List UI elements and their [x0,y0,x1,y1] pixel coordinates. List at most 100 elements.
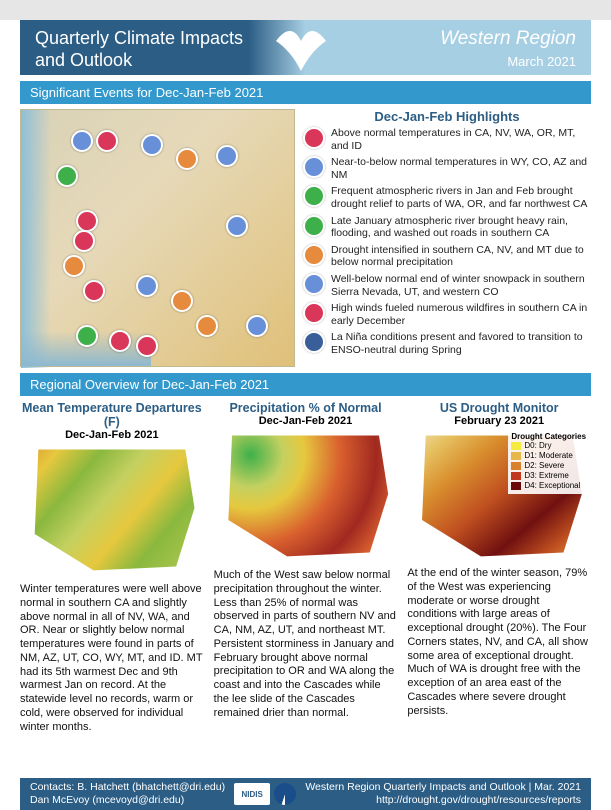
map-event-icon [226,215,248,237]
regional-section-bar: Regional Overview for Dec-Jan-Feb 2021 [20,373,591,396]
map-event-icon [246,315,268,337]
map-event-icon [171,290,193,312]
highlight-row: Above normal temperatures in CA, NV, WA,… [303,127,591,152]
highlights-title: Dec-Jan-Feb Highlights [303,109,591,124]
contact-2: Dan McEvoy (mcevoyd@dri.edu) [30,794,225,807]
regional-map [214,429,398,559]
regional-map-wrap: Drought CategoriesD0: DryD1: ModerateD2:… [407,427,591,557]
header-band: Quarterly Climate Impacts and Outlook We… [20,20,591,75]
legend-row: D1: Moderate [511,451,586,460]
regional-body: At the end of the winter season, 79% of … [407,567,591,718]
footer: Contacts: B. Hatchett (bhatchett@dri.edu… [20,778,591,810]
header-title: Quarterly Climate Impacts and Outlook [35,28,243,71]
regional-subtitle: Dec-Jan-Feb 2021 [214,415,398,427]
nidis-logo: NIDIS [234,783,270,805]
regional-row: Mean Temperature Departures (F)Dec-Jan-F… [20,401,591,734]
map-event-icon [56,165,78,187]
highlight-row: Frequent atmospheric rivers in Jan and F… [303,185,591,210]
highlights-panel: Dec-Jan-Feb Highlights Above normal temp… [295,109,591,367]
legend-title: Drought Categories [511,432,586,441]
map-event-icon [196,315,218,337]
highlight-icon [303,331,325,353]
regional-subtitle: Dec-Jan-Feb 2021 [20,429,204,441]
highlight-row: La Niña conditions present and favored t… [303,331,591,356]
bird-logo [271,16,331,76]
west-us-map [20,109,295,367]
highlight-row: Near-to-below normal temperatures in WY,… [303,156,591,181]
map-event-icon [176,148,198,170]
legend-label: D0: Dry [524,441,551,450]
events-block: Dec-Jan-Feb Highlights Above normal temp… [20,109,591,367]
legend-swatch [511,462,521,470]
legend-swatch [511,442,521,450]
legend-swatch [511,452,521,460]
header-right: Western Region March 2021 [440,28,576,69]
footer-line-1: Western Region Quarterly Impacts and Out… [305,781,581,794]
highlight-row: Late January atmospheric river brought h… [303,215,591,240]
highlight-icon [303,302,325,324]
highlight-text: Drought intensified in southern CA, NV, … [331,244,591,269]
footer-line-2: http://drought.gov/drought/resources/rep… [305,794,581,807]
events-section-bar: Significant Events for Dec-Jan-Feb 2021 [20,81,591,104]
highlight-icon [303,215,325,237]
title-line-2: and Outlook [35,50,243,72]
noaa-logo [274,783,296,805]
highlight-text: Near-to-below normal temperatures in WY,… [331,156,591,181]
regional-title: Precipitation % of Normal [214,401,398,415]
highlight-icon [303,156,325,178]
footer-contacts: Contacts: B. Hatchett (bhatchett@dri.edu… [30,781,225,806]
legend-row: D0: Dry [511,441,586,450]
regional-map [20,443,204,573]
map-event-icon [76,210,98,232]
header-date: March 2021 [440,54,576,69]
highlight-row: High winds fueled numerous wildfires in … [303,302,591,327]
region-name: Western Region [440,28,576,50]
highlight-text: Well-below normal end of winter snowpack… [331,273,591,298]
highlight-text: Frequent atmospheric rivers in Jan and F… [331,185,591,210]
regional-column: Precipitation % of NormalDec-Jan-Feb 202… [214,401,398,734]
map-event-icon [96,130,118,152]
highlight-icon [303,185,325,207]
map-event-icon [136,335,158,357]
regional-column: Mean Temperature Departures (F)Dec-Jan-F… [20,401,204,734]
page: Quarterly Climate Impacts and Outlook We… [0,20,611,810]
highlights-list: Above normal temperatures in CA, NV, WA,… [303,127,591,357]
regional-title: US Drought Monitor [407,401,591,415]
regional-body: Winter temperatures were well above norm… [20,583,204,734]
map-event-icon [73,230,95,252]
highlight-text: Late January atmospheric river brought h… [331,215,591,240]
map-event-icon [76,325,98,347]
highlight-icon [303,127,325,149]
legend-swatch [511,472,521,480]
highlight-icon [303,273,325,295]
regional-subtitle: February 23 2021 [407,415,591,427]
contact-1: Contacts: B. Hatchett (bhatchett@dri.edu… [30,781,225,794]
legend-label: D1: Moderate [524,451,572,460]
footer-logos: NIDIS [234,783,296,805]
footer-right: Western Region Quarterly Impacts and Out… [305,781,581,806]
legend-swatch [511,482,521,490]
regional-title: Mean Temperature Departures (F) [20,401,204,429]
map-event-icon [71,130,93,152]
highlight-text: High winds fueled numerous wildfires in … [331,302,591,327]
regional-column: US Drought MonitorFebruary 23 2021 Drough… [407,401,591,734]
map-event-icon [216,145,238,167]
drought-legend: Drought CategoriesD0: DryD1: ModerateD2:… [508,429,589,494]
map-event-icon [136,275,158,297]
map-event-icon [63,255,85,277]
legend-row: D4: Exceptional [511,481,586,490]
highlight-icon [303,244,325,266]
highlight-row: Drought intensified in southern CA, NV, … [303,244,591,269]
highlight-row: Well-below normal end of winter snowpack… [303,273,591,298]
map-event-icon [83,280,105,302]
legend-row: D2: Severe [511,461,586,470]
legend-label: D2: Severe [524,461,564,470]
regional-body: Much of the West saw below normal precip… [214,569,398,720]
map-event-icon [141,134,163,156]
title-line-1: Quarterly Climate Impacts [35,28,243,50]
highlight-text: La Niña conditions present and favored t… [331,331,591,356]
map-event-icon [109,330,131,352]
legend-row: D3: Extreme [511,471,586,480]
highlight-text: Above normal temperatures in CA, NV, WA,… [331,127,591,152]
legend-label: D4: Exceptional [524,481,580,490]
